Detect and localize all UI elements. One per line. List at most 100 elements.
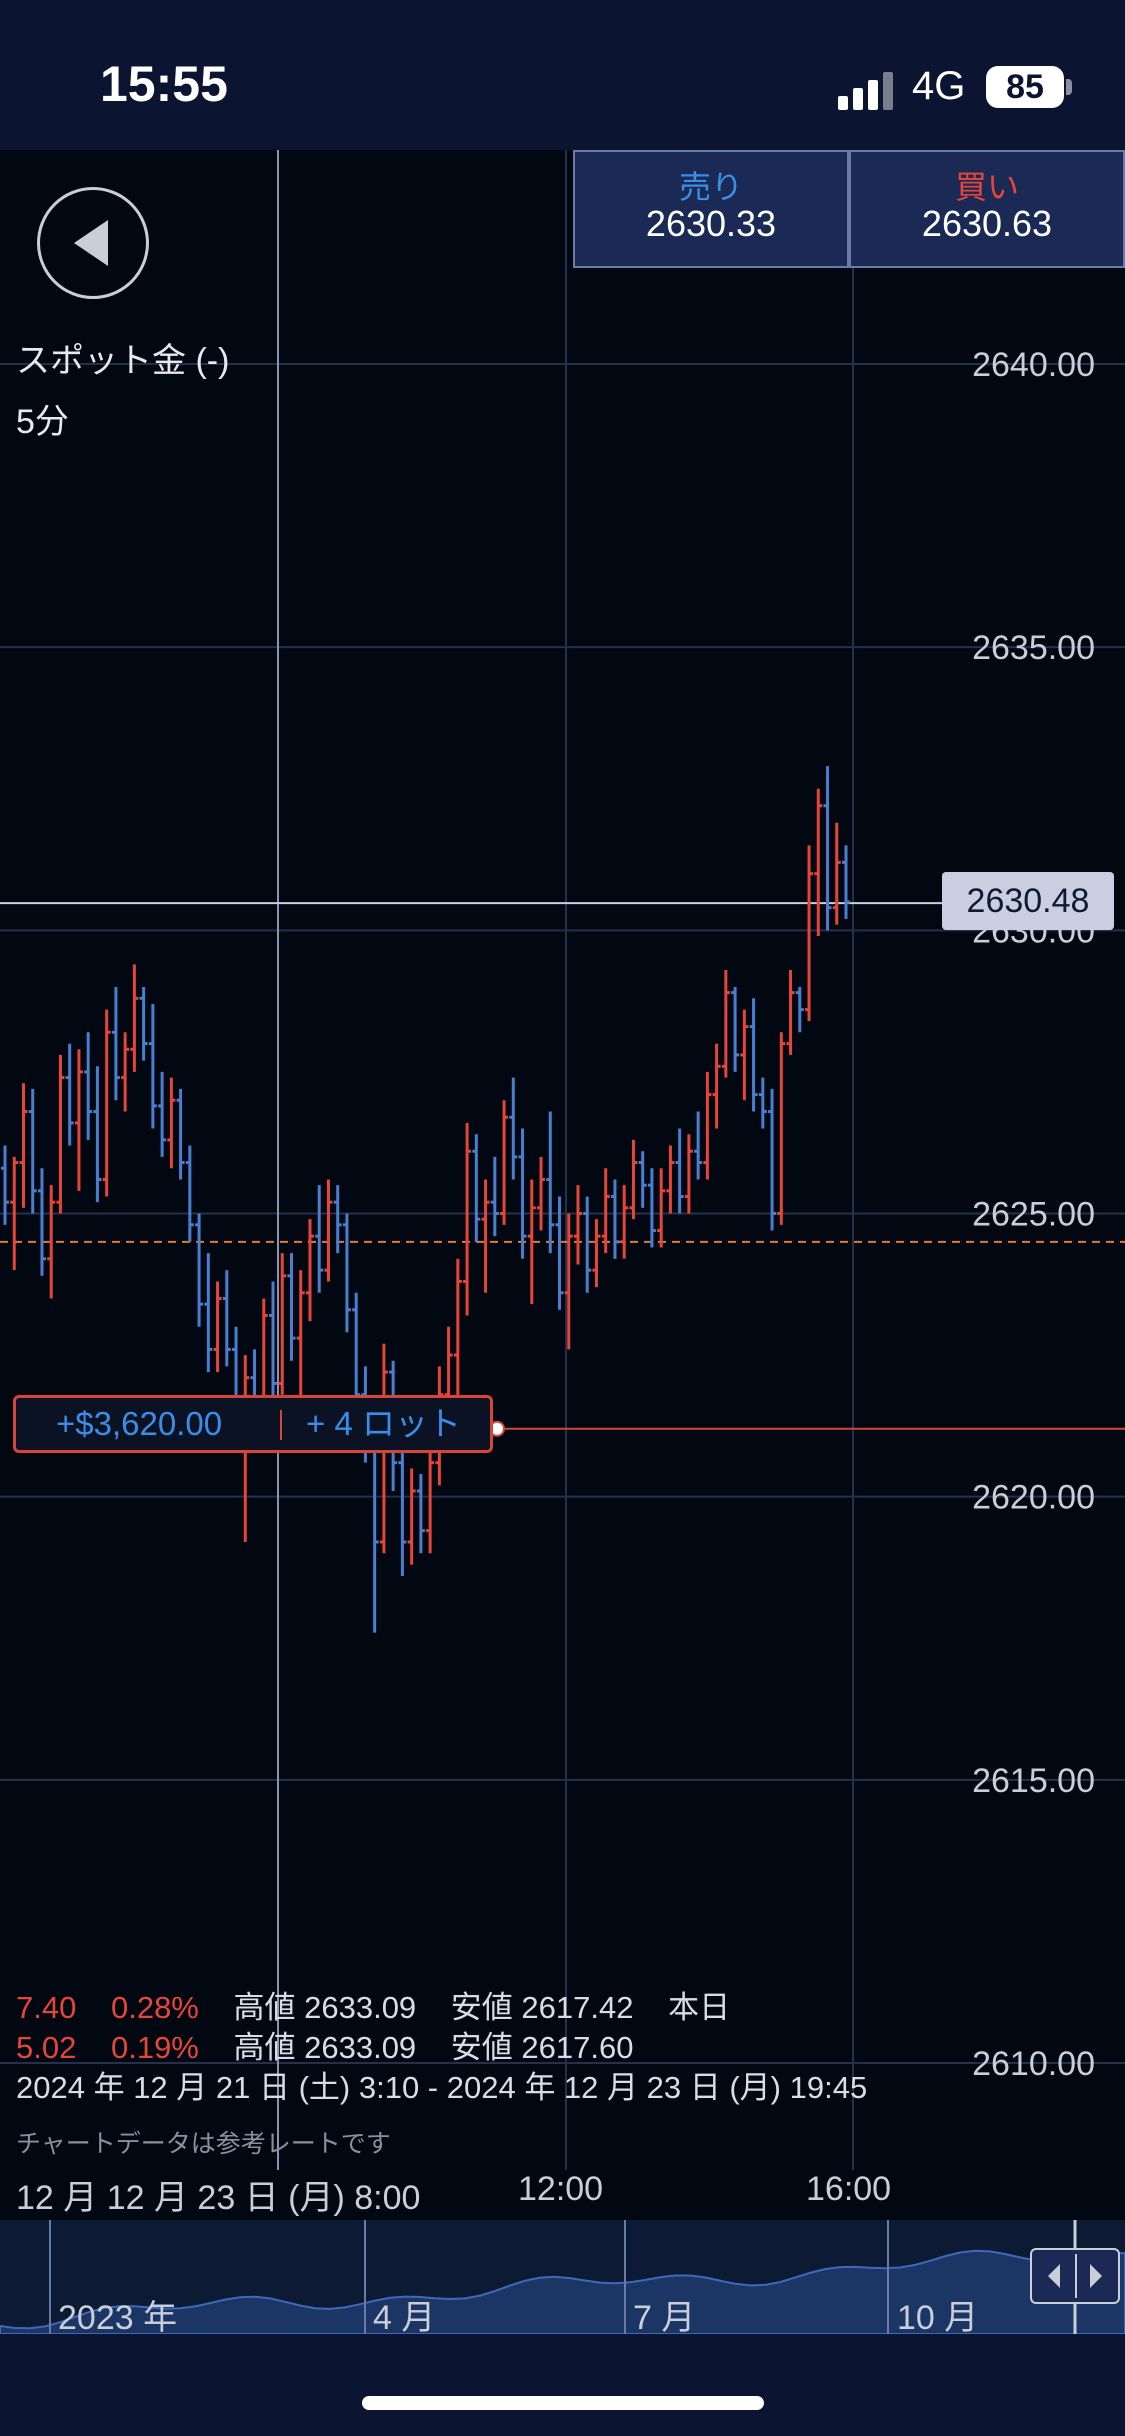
ohlc-bar bbox=[333, 1185, 342, 1254]
overview-navigator[interactable] bbox=[0, 2220, 1125, 2335]
stats-panel: 7.40 0.28% 高値 2633.09 安値 2617.42 本日 5.02… bbox=[16, 1988, 956, 2108]
ohlc-bar bbox=[795, 986, 804, 1033]
y-tick-label: 2635.00 bbox=[972, 629, 1095, 667]
ohlc-bar bbox=[148, 1003, 157, 1129]
timeframe-label[interactable]: 5分 bbox=[16, 403, 69, 441]
ohlc-bar bbox=[601, 1168, 610, 1254]
ohlc-bar bbox=[287, 1253, 296, 1361]
ohlc-bar bbox=[620, 1185, 629, 1259]
status-time: 15:55 bbox=[100, 56, 228, 112]
y-tick-label: 2610.00 bbox=[972, 2045, 1095, 2083]
overview-label: 4 月 bbox=[373, 2299, 436, 2337]
ohlc-bar bbox=[666, 1145, 675, 1214]
overview-scroll-buttons[interactable] bbox=[1030, 2248, 1120, 2304]
low-value: 安値 2617.60 bbox=[450, 2030, 634, 2065]
ohlc-bar bbox=[185, 1145, 194, 1242]
ohlc-bar bbox=[93, 1066, 102, 1203]
ohlc-bar bbox=[222, 1270, 231, 1367]
ohlc-bar bbox=[416, 1474, 425, 1554]
ohlc-bar bbox=[463, 1122, 472, 1316]
signal-icon bbox=[838, 70, 898, 110]
change-percent: 0.19% bbox=[110, 2030, 199, 2065]
sell-button[interactable]: 売り 2630.33 bbox=[573, 150, 849, 268]
ohlc-bar bbox=[121, 1032, 130, 1112]
y-tick-label: 2615.00 bbox=[972, 1762, 1095, 1800]
ohlc-bar bbox=[564, 1213, 573, 1350]
ohlc-bar bbox=[130, 964, 139, 1072]
ohlc-bar bbox=[481, 1179, 490, 1293]
time-tick-label: 16:00 bbox=[806, 2170, 892, 2208]
ohlc-bar bbox=[490, 1156, 499, 1237]
ohlc-bar bbox=[453, 1258, 462, 1407]
ohlc-bar bbox=[546, 1111, 555, 1254]
ohlc-bar bbox=[28, 1088, 37, 1214]
chevron-right-icon bbox=[1090, 2264, 1102, 2288]
low-value: 安値 2617.42 bbox=[450, 1990, 634, 2025]
ohlc-bar bbox=[768, 1088, 777, 1231]
ohlc-bar bbox=[805, 845, 814, 1021]
ohlc-bar bbox=[56, 1054, 65, 1214]
cursor-time-label: 12 月 12 月 23 日 (月) 8:00 bbox=[16, 2179, 421, 2217]
ohlc-bar bbox=[638, 1151, 647, 1208]
y-tick-label: 2625.00 bbox=[972, 1196, 1095, 1234]
sell-price: 2630.33 bbox=[645, 203, 777, 244]
ohlc-bar bbox=[74, 1049, 83, 1191]
ohlc-bar bbox=[657, 1168, 666, 1248]
battery-nub bbox=[1066, 79, 1072, 95]
back-button[interactable] bbox=[37, 187, 149, 299]
current-price-tag: 2630.48 bbox=[942, 872, 1114, 930]
buy-button[interactable]: 買い 2630.63 bbox=[849, 150, 1125, 268]
ohlc-bar bbox=[518, 1128, 527, 1259]
ohlc-bar bbox=[777, 1032, 786, 1225]
y-tick-label: 2640.00 bbox=[972, 346, 1095, 384]
position-pnl-box[interactable]: +$3,620.00 + 4 ロット bbox=[13, 1395, 493, 1453]
home-indicator[interactable] bbox=[362, 2396, 764, 2410]
ohlc-bar bbox=[65, 1043, 74, 1146]
ohlc-bar bbox=[472, 1134, 481, 1242]
ohlc-bar bbox=[102, 1009, 111, 1197]
ohlc-bar bbox=[37, 1168, 46, 1276]
status-bar: 15:55 4G 85 bbox=[0, 0, 1125, 150]
overview-label: 7 月 bbox=[633, 2299, 696, 2337]
ohlc-bar bbox=[610, 1179, 619, 1259]
ohlc-bar bbox=[195, 1213, 204, 1327]
change-percent: 0.28% bbox=[110, 1990, 199, 2025]
ohlc-bar bbox=[10, 1156, 19, 1271]
ohlc-bar bbox=[527, 1179, 536, 1305]
ohlc-bar bbox=[629, 1139, 638, 1220]
instrument-name: スポット金 (-) bbox=[16, 342, 230, 380]
change-value: 7.40 bbox=[16, 1990, 77, 2025]
ohlc-bar bbox=[305, 1219, 314, 1322]
overview-label: 2023 年 bbox=[58, 2299, 178, 2337]
home-area bbox=[0, 2334, 1125, 2436]
ohlc-bar bbox=[158, 1071, 167, 1157]
ohlc-bar bbox=[694, 1111, 703, 1180]
ohlc-bar bbox=[509, 1077, 518, 1180]
ohlc-bar bbox=[342, 1213, 351, 1333]
ohlc-bar bbox=[721, 969, 730, 1078]
ohlc-bar bbox=[269, 1281, 278, 1407]
ohlc-bar bbox=[537, 1156, 546, 1231]
period-label: 本日 bbox=[668, 1990, 731, 2025]
network-type: 4G bbox=[912, 64, 966, 108]
ohlc-bar bbox=[684, 1134, 693, 1214]
scroll-arrows bbox=[1048, 2264, 1102, 2288]
ohlc-bar bbox=[352, 1292, 361, 1412]
ohlc-bar bbox=[823, 766, 832, 931]
ohlc-bar bbox=[731, 986, 740, 1072]
ohlc-bar bbox=[555, 1196, 564, 1310]
ohlc-bar bbox=[758, 1077, 767, 1129]
ohlc-bar bbox=[749, 998, 758, 1112]
sell-label: 売り bbox=[678, 169, 743, 205]
ohlc-bar bbox=[703, 1071, 712, 1180]
ohlc-bar bbox=[786, 969, 795, 1055]
ohlc-bar bbox=[204, 1253, 213, 1373]
ohlc-bar bbox=[167, 1077, 176, 1169]
ohlc-bar bbox=[573, 1185, 582, 1265]
ohlc-bar bbox=[814, 788, 823, 936]
ohlc-bar bbox=[19, 1083, 28, 1208]
ohlc-bar bbox=[592, 1219, 601, 1288]
ohlc-bar bbox=[407, 1468, 416, 1565]
ohlc-bar bbox=[370, 1428, 379, 1633]
battery-icon: 85 bbox=[986, 66, 1064, 108]
